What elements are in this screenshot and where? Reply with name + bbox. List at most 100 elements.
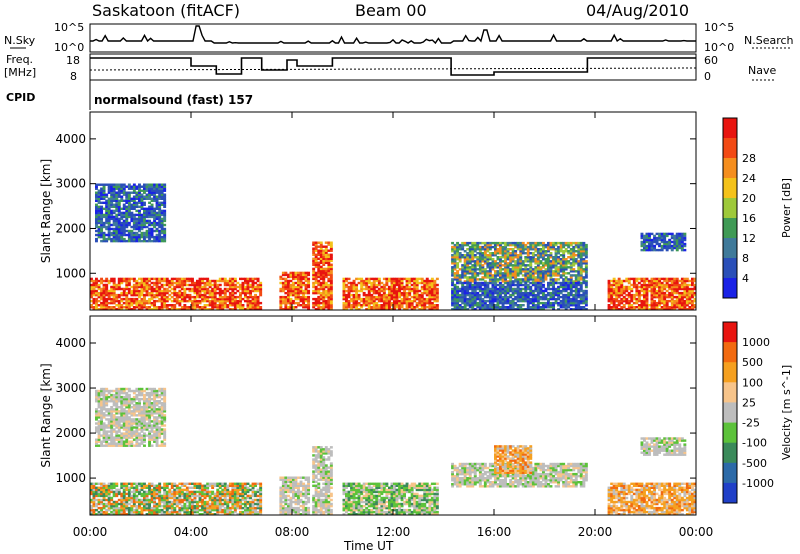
scatter-cell bbox=[524, 289, 528, 293]
scatter-cell bbox=[92, 494, 96, 498]
scatter-cell bbox=[607, 299, 611, 303]
scatter-cell bbox=[163, 498, 167, 502]
scatter-cell bbox=[658, 244, 662, 248]
scatter-cell bbox=[579, 250, 583, 253]
scatter-cell bbox=[557, 250, 561, 253]
scatter-cell bbox=[544, 306, 548, 309]
scatter-cell bbox=[456, 306, 460, 309]
scatter-cell bbox=[483, 256, 487, 259]
scatter-cell bbox=[539, 266, 543, 269]
scatter-cell bbox=[125, 201, 129, 205]
scatter-cell bbox=[127, 199, 131, 203]
scatter-cell bbox=[143, 285, 146, 289]
scatter-cell bbox=[95, 490, 98, 494]
scatter-cell bbox=[130, 285, 134, 289]
scatter-cell bbox=[506, 276, 510, 279]
scatter-cell bbox=[107, 225, 111, 229]
scatter-cell bbox=[143, 189, 146, 192]
scatter-cell bbox=[112, 490, 116, 494]
scatter-cell bbox=[471, 285, 475, 289]
scatter-cell bbox=[135, 496, 139, 500]
scatter-cell bbox=[675, 238, 679, 242]
scatter-cell bbox=[145, 277, 149, 281]
scatter-cell bbox=[100, 205, 104, 209]
scatter-cell bbox=[90, 508, 93, 512]
scatter-cell bbox=[165, 289, 169, 293]
scatter-cell bbox=[117, 209, 121, 213]
scatter-cell bbox=[451, 295, 455, 299]
scatter-cell bbox=[478, 272, 482, 275]
scatter-cell bbox=[107, 227, 111, 231]
scatter-cell bbox=[317, 297, 321, 301]
scatter-cell bbox=[554, 258, 558, 261]
scatter-cell bbox=[620, 285, 624, 289]
scatter-cell bbox=[516, 274, 520, 277]
scatter-cell bbox=[117, 183, 121, 186]
scatter-cell bbox=[132, 215, 136, 219]
scatter-cell bbox=[319, 251, 323, 254]
scatter-cell bbox=[658, 289, 662, 293]
scatter-cell bbox=[658, 234, 662, 238]
scatter-cell bbox=[287, 279, 290, 283]
scatter-cell bbox=[663, 244, 667, 248]
scatter-cell bbox=[625, 279, 629, 283]
scatter-cell bbox=[117, 201, 121, 205]
scatter-cell bbox=[377, 306, 381, 309]
scatter-cell bbox=[150, 508, 154, 512]
scatter-cell bbox=[183, 287, 187, 291]
scatter-cell bbox=[514, 304, 518, 307]
scatter-cell bbox=[655, 289, 659, 293]
scatter-cell bbox=[496, 272, 500, 275]
scatter-cell bbox=[102, 496, 106, 500]
scatter-cell bbox=[312, 259, 316, 263]
scatter-cell bbox=[486, 287, 490, 291]
scatter-cell bbox=[132, 498, 136, 502]
scatter-cell bbox=[138, 187, 141, 190]
scatter-cell bbox=[201, 295, 205, 299]
scatter-cell bbox=[408, 291, 412, 295]
scatter-cell bbox=[281, 281, 285, 285]
scatter-cell bbox=[213, 289, 217, 293]
scatter-cell bbox=[506, 256, 510, 259]
scatter-cell bbox=[206, 308, 210, 311]
scatter-cell bbox=[388, 301, 391, 305]
scatter-cell bbox=[115, 191, 119, 194]
scatter-cell bbox=[158, 502, 162, 506]
scatter-cell bbox=[163, 189, 167, 192]
scatter-cell bbox=[557, 241, 561, 245]
scatter-cell bbox=[292, 291, 295, 295]
scatter-cell bbox=[668, 242, 672, 246]
scatter-cell bbox=[385, 293, 389, 297]
scatter-cell bbox=[95, 291, 98, 295]
scatter-cell bbox=[511, 266, 515, 269]
scatter-cell bbox=[97, 293, 101, 297]
scatter-cell bbox=[542, 254, 545, 257]
scatter-cell bbox=[100, 211, 104, 215]
scatter-cell bbox=[463, 260, 467, 263]
scatter-cell bbox=[100, 295, 104, 299]
scatter-cell bbox=[289, 289, 293, 293]
scatter-cell bbox=[539, 272, 543, 275]
scatter-cell bbox=[486, 258, 490, 261]
scatter-cell bbox=[481, 304, 485, 307]
scatter-cell bbox=[117, 306, 121, 309]
scatter-cell bbox=[324, 291, 328, 295]
scatter-cell bbox=[683, 281, 687, 285]
scatter-cell bbox=[221, 301, 225, 305]
scatter-cell bbox=[466, 291, 470, 295]
scatter-cell bbox=[660, 238, 664, 242]
scatter-cell bbox=[127, 494, 131, 498]
scatter-cell bbox=[569, 270, 573, 273]
scatter-cell bbox=[299, 271, 303, 275]
scatter-cell bbox=[208, 289, 212, 293]
scatter-cell bbox=[653, 291, 657, 295]
scatter-cell bbox=[327, 243, 331, 246]
scatter-cell bbox=[158, 293, 162, 297]
scatter-cell bbox=[140, 185, 144, 188]
scatter-cell bbox=[491, 241, 495, 245]
scatter-cell bbox=[138, 213, 141, 217]
scatter-cell bbox=[92, 502, 96, 506]
scatter-cell bbox=[395, 295, 399, 299]
scatter-cell bbox=[213, 285, 217, 289]
